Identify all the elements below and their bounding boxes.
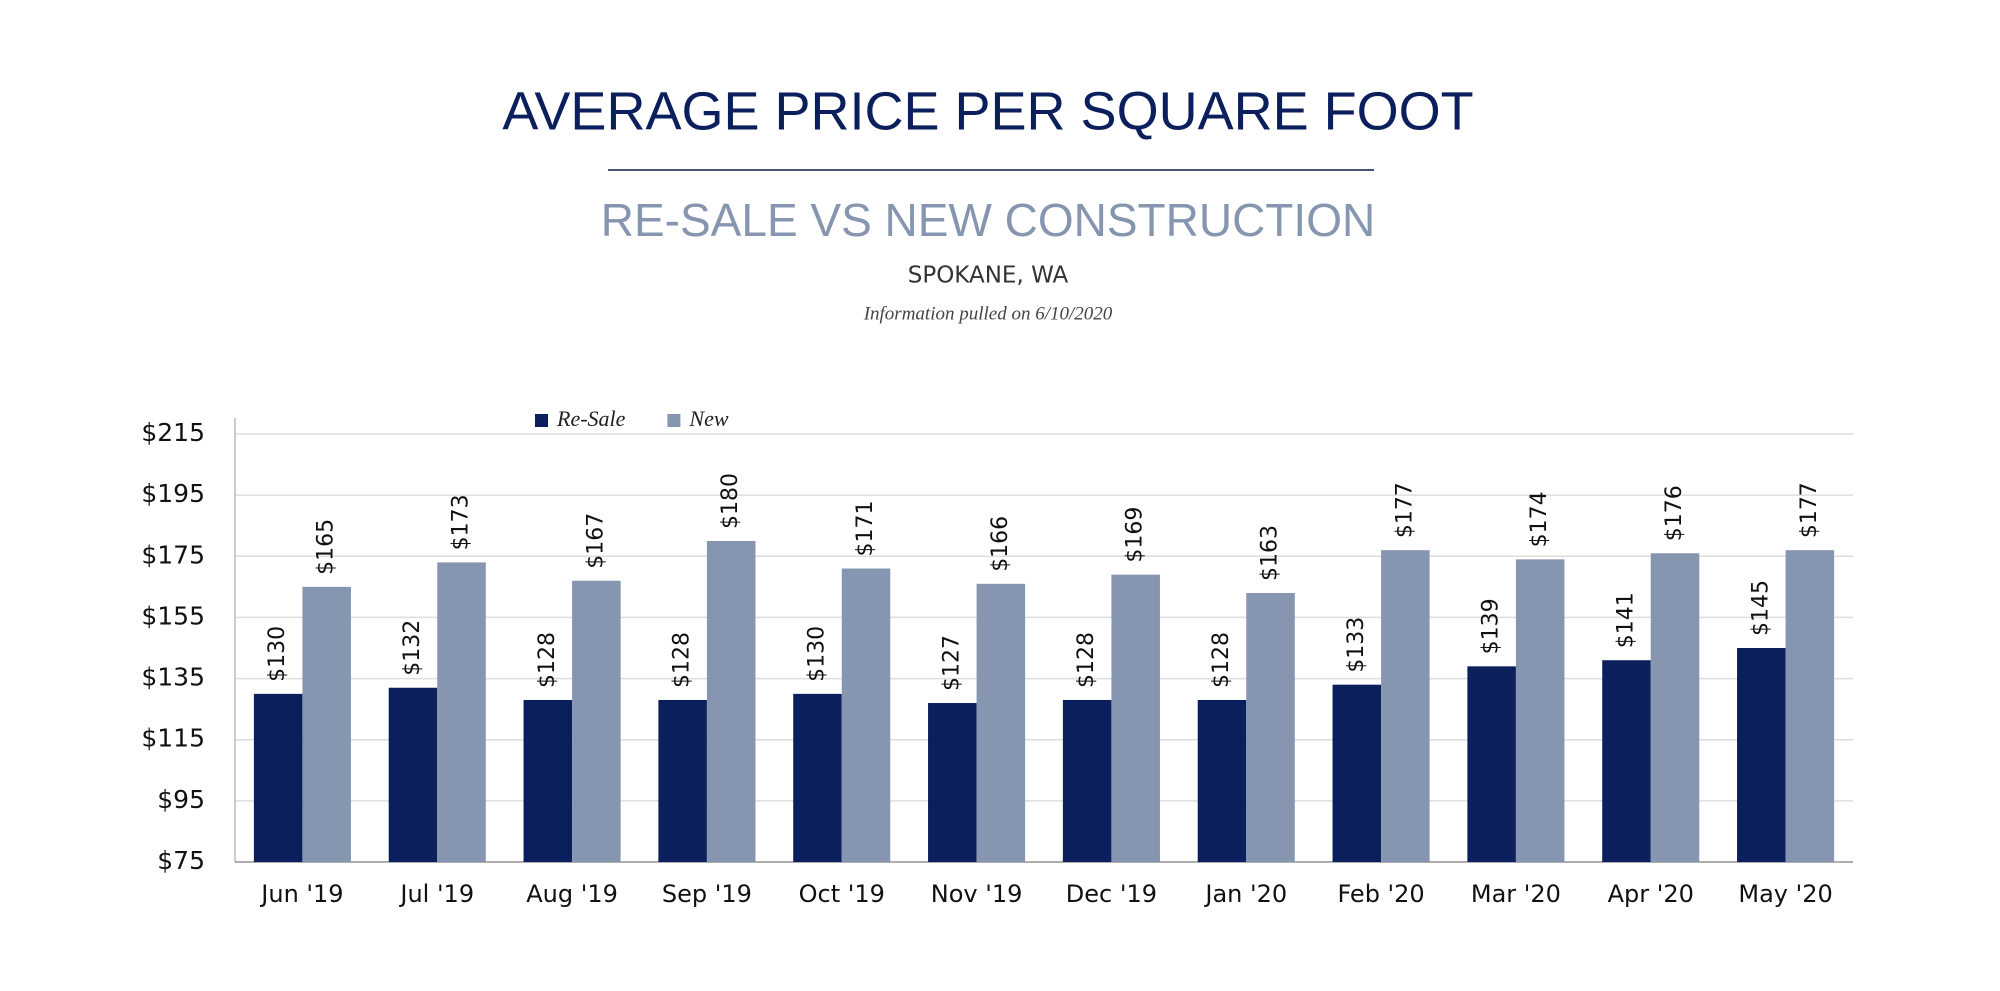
x-tick-label: Jul '19 [398, 880, 474, 908]
x-tick-label: May '20 [1738, 880, 1832, 908]
bar [841, 568, 891, 862]
value-label: $169 [1123, 507, 1148, 563]
value-label: $128 [670, 632, 695, 688]
value-label: $139 [1479, 598, 1504, 654]
bar [388, 687, 438, 862]
bar [706, 541, 756, 862]
y-tick-label: $215 [141, 418, 205, 447]
value-label: $127 [939, 635, 964, 691]
bar [928, 703, 977, 862]
value-label: $133 [1344, 617, 1369, 673]
value-label: $141 [1613, 592, 1638, 648]
bar [1515, 559, 1565, 862]
value-label: $171 [853, 501, 878, 557]
x-tick-label: Oct '19 [799, 880, 885, 908]
x-tick-label: Apr '20 [1608, 880, 1694, 908]
bar [1111, 574, 1160, 862]
chart-title: AVERAGE PRICE PER SQUARE FOOT [502, 81, 1473, 141]
bar [976, 583, 1026, 862]
y-tick-label: $135 [141, 663, 205, 692]
x-tick-label: Aug '19 [526, 880, 618, 908]
bar [523, 699, 573, 862]
location: SPOKANE, WA [908, 263, 1069, 289]
bar [793, 693, 842, 862]
bar [1737, 648, 1786, 862]
y-tick-label: $175 [141, 540, 205, 569]
note: Information pulled on 6/10/2020 [863, 303, 1113, 324]
bar [1246, 592, 1295, 862]
value-label: $173 [449, 494, 474, 550]
value-label: $128 [535, 632, 560, 688]
value-label: $163 [1258, 525, 1283, 581]
x-tick-label: Sep '19 [662, 880, 752, 908]
y-tick-label: $195 [141, 479, 205, 508]
x-tick-label: Mar '20 [1471, 880, 1561, 908]
y-tick-label: $75 [157, 846, 205, 875]
legend-label: New [688, 406, 728, 431]
value-label: $177 [1392, 482, 1417, 538]
bar [1197, 699, 1247, 862]
bar [1062, 699, 1112, 862]
chart-subtitle: RE-SALE VS NEW CONSTRUCTION [601, 194, 1375, 246]
bar [1467, 666, 1516, 862]
y-tick-label: $155 [141, 601, 205, 630]
value-label: $132 [400, 620, 425, 676]
x-tick-label: Feb '20 [1337, 880, 1424, 908]
value-label: $165 [314, 519, 339, 575]
x-tick-label: Jun '19 [259, 880, 343, 908]
bar [572, 580, 621, 862]
bar [1785, 550, 1835, 862]
x-tick-label: Dec '19 [1066, 880, 1157, 908]
y-tick-label: $115 [141, 724, 205, 753]
value-label: $128 [1209, 632, 1234, 688]
x-tick-label: Nov '19 [931, 880, 1023, 908]
value-label: $130 [804, 626, 829, 682]
bar [1332, 684, 1382, 862]
value-label: $167 [583, 513, 608, 569]
x-tick-label: Jan '20 [1203, 880, 1287, 908]
value-label: $128 [1074, 632, 1099, 688]
bar [437, 562, 486, 862]
value-label: $166 [988, 516, 1013, 572]
value-label: $145 [1748, 580, 1773, 636]
legend-swatch [535, 414, 548, 427]
y-tick-label: $95 [157, 785, 205, 814]
value-label: $176 [1662, 485, 1687, 541]
bar [658, 699, 707, 862]
bar [1381, 550, 1430, 862]
bar [1602, 660, 1651, 862]
bar [1650, 553, 1700, 862]
value-label: $177 [1797, 482, 1822, 538]
bar [302, 586, 351, 862]
value-label: $174 [1527, 491, 1552, 547]
value-label: $130 [265, 626, 290, 682]
legend-label: Re-Sale [556, 406, 626, 431]
bar [253, 693, 303, 862]
legend-swatch [667, 414, 681, 427]
value-label: $180 [718, 473, 743, 529]
